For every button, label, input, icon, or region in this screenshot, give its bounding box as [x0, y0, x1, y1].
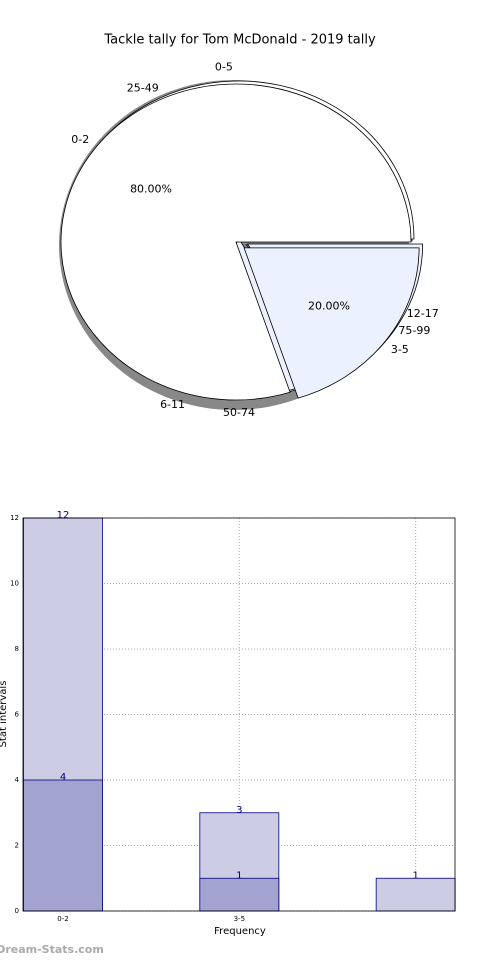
- slice-label: 12-17: [407, 307, 439, 320]
- y-tick-label: 10: [10, 580, 19, 588]
- watermark: Dream-Stats.com: [0, 943, 104, 956]
- slice-value-label: 20.00%: [308, 300, 350, 313]
- slice-label: 50-74: [223, 406, 255, 419]
- bar-value-label: 12: [57, 510, 70, 521]
- bar-value-label: 4: [60, 772, 66, 783]
- y-tick-label: 4: [15, 776, 20, 784]
- bar-value-label: 3: [236, 805, 242, 816]
- y-tick-label: 12: [10, 514, 19, 522]
- slice-label: 25-49: [127, 81, 159, 94]
- chart-title: Tackle tally for Tom McDonald - 2019 tal…: [103, 33, 376, 48]
- slice-label: 0-5: [215, 61, 233, 74]
- slice-label: 3-5: [391, 343, 409, 356]
- x-tick-label: 0-2: [57, 915, 68, 923]
- bar: [375, 877, 456, 912]
- x-axis-label: Frequency: [214, 926, 266, 937]
- y-tick-label: 0: [15, 907, 19, 915]
- slice-label: 0-2: [71, 133, 89, 146]
- bar-value-label: 1: [412, 870, 418, 881]
- slice-value-label: 80.00%: [130, 182, 172, 195]
- pie-slice: [243, 247, 420, 399]
- slice-label: 75-99: [398, 324, 430, 337]
- pie-slice: [60, 83, 412, 401]
- bar: [199, 877, 280, 912]
- plot-frame: [22, 517, 456, 912]
- y-axis-label: Stat intervals: [0, 681, 9, 748]
- y-tick-label: 6: [15, 711, 20, 719]
- y-tick-label: 8: [15, 645, 19, 653]
- bar-value-label: 1: [236, 870, 242, 881]
- bar: [23, 779, 103, 912]
- x-tick-label: 3-5: [234, 915, 245, 923]
- y-tick-label: 2: [15, 842, 19, 850]
- slice-label: 6-11: [160, 398, 185, 411]
